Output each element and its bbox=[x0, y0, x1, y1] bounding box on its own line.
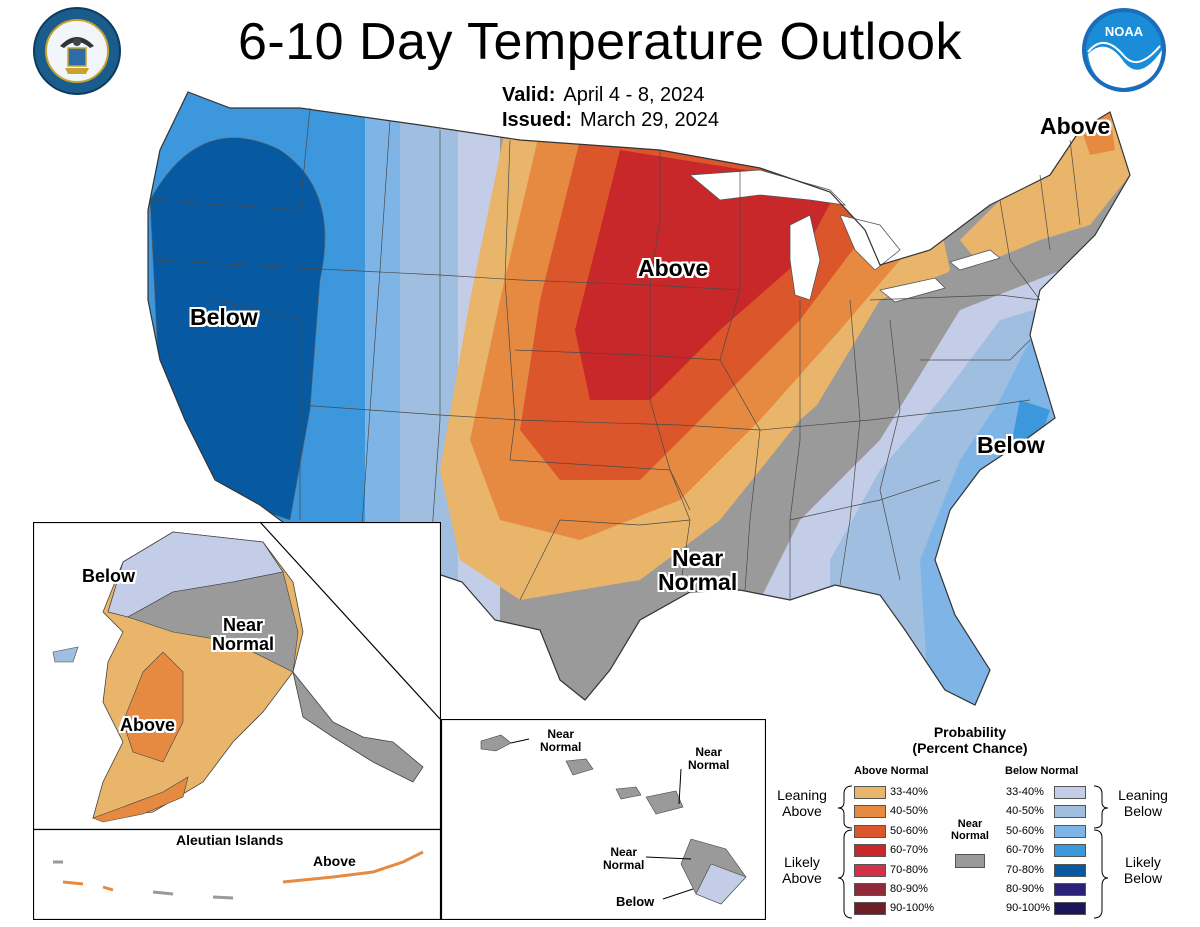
legend-below-swatch bbox=[1054, 863, 1086, 877]
legend-below-word: Below bbox=[1123, 803, 1163, 820]
legend-above-swatch bbox=[854, 863, 886, 877]
legend-near-swatch bbox=[955, 854, 985, 868]
legend-below-swatch bbox=[1054, 844, 1086, 858]
legend-likely-word: Likely bbox=[1125, 854, 1161, 870]
legend-above-range-label: 40-50% bbox=[890, 805, 928, 818]
near-word: Near bbox=[547, 727, 575, 741]
legend-above-swatch bbox=[854, 824, 886, 838]
legend-near-word: Near bbox=[957, 818, 983, 830]
great-lakes bbox=[688, 169, 1001, 303]
valid-value: April 4 - 8, 2024 bbox=[563, 84, 705, 106]
label-below-se: Below bbox=[977, 432, 1045, 458]
label-below-west: Below bbox=[190, 304, 258, 330]
issued-label: Issued: bbox=[502, 109, 573, 131]
legend-above-range-label: 60-70% bbox=[890, 844, 928, 857]
label-hi-near-c: Near Normal bbox=[603, 846, 644, 871]
label-aleutian-above: Above bbox=[313, 853, 356, 869]
page-title: 6-10 Day Temperature Outlook bbox=[237, 13, 963, 71]
legend-likely-below: Likely Below bbox=[1108, 854, 1178, 886]
label-above-ne: Above bbox=[1040, 113, 1111, 139]
legend-normal-word: Normal bbox=[951, 830, 989, 842]
label-ak-above: Above bbox=[120, 715, 176, 735]
legend-below-range-label: 80-90% bbox=[1006, 883, 1044, 895]
legend-leaning-word: Leaning bbox=[777, 787, 827, 803]
legend-below-word: Below bbox=[1123, 870, 1163, 887]
legend-above-range-label: 70-80% bbox=[890, 863, 928, 876]
noaa-logo-icon: NOAA bbox=[1082, 8, 1166, 92]
legend-below-head: Below Normal bbox=[1005, 765, 1079, 777]
normal-word: Normal bbox=[212, 633, 275, 654]
label-near-normal-conus: Near Normal bbox=[658, 546, 737, 594]
legend-above-braces bbox=[837, 785, 853, 919]
legend-below-range-label: 33-40% bbox=[1006, 786, 1044, 798]
doc-seal-icon bbox=[33, 7, 121, 95]
legend-below-range-label: 40-50% bbox=[1006, 805, 1044, 818]
valid-dates: Valid: April 4 - 8, 2024 bbox=[502, 84, 705, 107]
legend-above-range-label: 90-100% bbox=[890, 902, 935, 915]
aleutian-title: Aleutian Islands bbox=[176, 832, 284, 848]
legend-below-swatch bbox=[1054, 824, 1086, 838]
legend-below-swatch bbox=[1054, 902, 1086, 916]
near-word: Near bbox=[672, 545, 724, 571]
legend-above-swatch bbox=[854, 786, 886, 799]
legend-above-range-label: 50-60% bbox=[890, 824, 928, 837]
label-hi-below: Below bbox=[616, 894, 655, 909]
legend-below-range-label: 90-100% bbox=[1006, 902, 1051, 915]
legend-above-head: Above Normal bbox=[854, 765, 929, 777]
label-hi-near-a: Near Normal bbox=[540, 728, 581, 753]
valid-label: Valid: bbox=[502, 84, 556, 106]
state-boundaries bbox=[149, 107, 1081, 601]
normal-word: Normal bbox=[658, 569, 738, 596]
legend-leaning-below: Leaning Below bbox=[1108, 787, 1178, 819]
legend-above-swatch bbox=[854, 844, 886, 858]
near-word: Near bbox=[695, 745, 723, 759]
issued-value: March 29, 2024 bbox=[580, 109, 720, 131]
legend-above-word: Above bbox=[782, 803, 822, 820]
noaa-logo-text: NOAA bbox=[1105, 24, 1144, 39]
legend-title-line2: (Percent Chance) bbox=[912, 740, 1028, 756]
legend-likely-above: Likely Above bbox=[770, 854, 834, 886]
legend-above-range-label: 80-90% bbox=[890, 883, 928, 895]
legend-leaning-above: Leaning Above bbox=[770, 787, 834, 819]
legend-leaning-word: Leaning bbox=[1118, 787, 1168, 803]
legend-below-swatch bbox=[1054, 786, 1086, 799]
legend-near-normal: Near Normal bbox=[940, 818, 1000, 842]
legend-above-swatch bbox=[854, 805, 886, 819]
label-ak-near-normal: Near Normal bbox=[212, 616, 274, 654]
normal-word: Normal bbox=[688, 757, 730, 772]
legend-likely-word: Likely bbox=[784, 854, 820, 870]
legend-title-line1: Probability bbox=[933, 724, 1007, 740]
normal-word: Normal bbox=[603, 857, 645, 872]
legend-above-range-label: 33-40% bbox=[890, 786, 928, 798]
issued-date: Issued: March 29, 2024 bbox=[502, 109, 719, 132]
normal-word: Normal bbox=[540, 739, 582, 754]
label-ak-below: Below bbox=[82, 566, 136, 586]
legend-below-range-label: 70-80% bbox=[1006, 863, 1044, 876]
legend-above-swatch bbox=[854, 883, 886, 896]
label-hi-near-b: Near Normal bbox=[688, 746, 729, 771]
near-word: Near bbox=[610, 845, 638, 859]
label-above-central: Above bbox=[638, 255, 709, 281]
legend-title: Probability (Percent Chance) bbox=[875, 724, 1065, 756]
legend-below-range-label: 50-60% bbox=[1006, 824, 1044, 837]
legend-below-braces bbox=[1093, 785, 1109, 919]
near-word: Near bbox=[222, 615, 264, 635]
legend-below-swatch bbox=[1054, 883, 1086, 896]
legend-above-word: Above bbox=[782, 870, 822, 887]
legend-below-swatch bbox=[1054, 805, 1086, 819]
hawaii-inset bbox=[441, 719, 766, 920]
legend-below-range-label: 60-70% bbox=[1006, 844, 1044, 857]
legend-above-swatch bbox=[854, 902, 886, 916]
